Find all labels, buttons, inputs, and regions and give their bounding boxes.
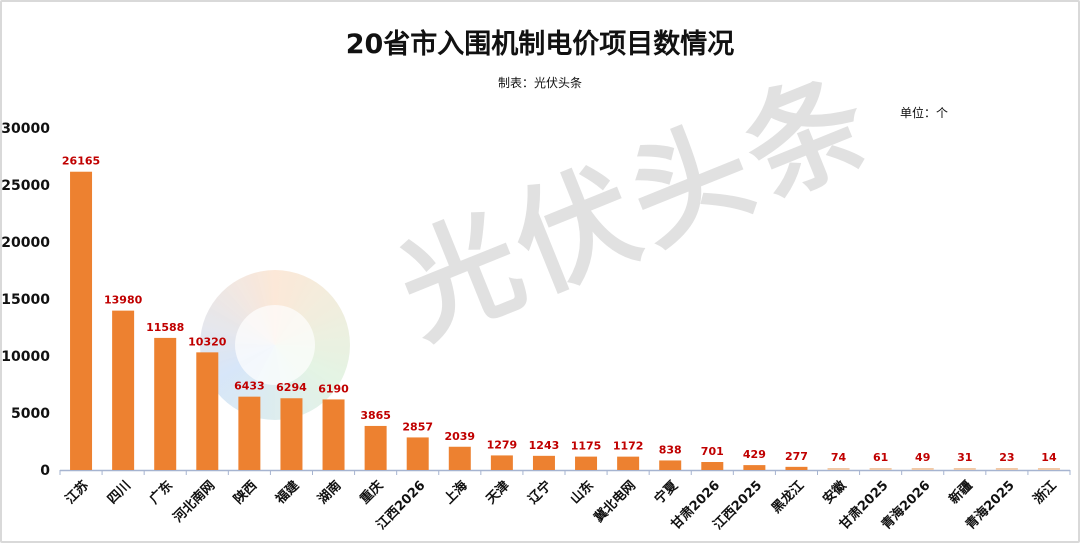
bar bbox=[743, 465, 766, 470]
bar bbox=[70, 171, 93, 470]
y-tick-label: 25000 bbox=[1, 178, 50, 194]
bar bbox=[995, 468, 1018, 470]
data-label: 1172 bbox=[613, 440, 644, 453]
y-tick-label: 5000 bbox=[11, 406, 50, 422]
x-tick-label: 上海 bbox=[441, 478, 471, 508]
data-label: 14 bbox=[1041, 451, 1057, 464]
y-tick-label: 0 bbox=[40, 463, 50, 479]
bar bbox=[196, 352, 219, 470]
x-tick-label: 冀北电网 bbox=[591, 478, 639, 526]
data-label: 74 bbox=[831, 451, 847, 464]
x-tick-label: 四川 bbox=[105, 478, 134, 507]
bar bbox=[532, 455, 555, 470]
x-tick-label: 宁夏 bbox=[651, 477, 681, 507]
data-label: 6190 bbox=[318, 382, 349, 395]
data-label: 6294 bbox=[276, 381, 307, 394]
x-tick-label: 江苏 bbox=[62, 478, 92, 508]
y-tick-label: 30000 bbox=[1, 121, 50, 137]
y-tick-label: 20000 bbox=[1, 235, 50, 251]
chart-subtitle: 制表：光伏头条 bbox=[497, 76, 582, 90]
bar bbox=[659, 460, 682, 470]
chart-title: 20省市入围机制电价项目数情况 bbox=[345, 29, 735, 60]
data-label: 3865 bbox=[360, 409, 391, 422]
bar bbox=[827, 468, 850, 470]
bar bbox=[154, 337, 177, 470]
bar bbox=[869, 468, 892, 470]
data-label: 61 bbox=[873, 451, 888, 464]
data-label: 11588 bbox=[146, 321, 184, 334]
data-label: 13980 bbox=[104, 294, 143, 307]
data-label: 23 bbox=[999, 451, 1014, 464]
data-label: 2857 bbox=[402, 420, 433, 433]
x-tick-label: 湖南 bbox=[315, 478, 345, 508]
data-label: 26165 bbox=[62, 155, 100, 168]
bar bbox=[238, 396, 261, 470]
data-label: 10320 bbox=[188, 335, 227, 348]
bar bbox=[1037, 468, 1060, 470]
data-label: 701 bbox=[701, 445, 724, 458]
bar bbox=[953, 468, 976, 470]
x-tick-label: 辽宁 bbox=[525, 478, 555, 508]
x-tick-label: 新疆 bbox=[946, 478, 976, 508]
data-label: 1175 bbox=[571, 440, 602, 453]
bar bbox=[364, 425, 387, 470]
bar bbox=[575, 456, 598, 470]
bar bbox=[617, 456, 640, 470]
bar bbox=[280, 398, 303, 470]
bar bbox=[785, 466, 808, 470]
y-tick-label: 10000 bbox=[1, 349, 50, 365]
data-label: 49 bbox=[915, 451, 930, 464]
data-label: 2039 bbox=[444, 430, 475, 443]
bar bbox=[322, 399, 345, 470]
x-tick-label: 陕西 bbox=[230, 478, 260, 508]
unit-label: 单位：个 bbox=[900, 106, 949, 120]
data-label: 429 bbox=[743, 448, 766, 461]
x-tick-label: 河北南网 bbox=[170, 478, 218, 526]
x-tick-label: 浙江 bbox=[1030, 478, 1060, 508]
bar bbox=[112, 310, 135, 470]
x-tick-label: 天津 bbox=[483, 478, 513, 508]
x-tick-label: 重庆 bbox=[357, 478, 387, 508]
bar bbox=[490, 455, 513, 470]
data-label: 838 bbox=[659, 443, 682, 456]
data-label: 277 bbox=[785, 450, 808, 463]
data-label: 6433 bbox=[234, 380, 265, 393]
x-tick-label: 广东 bbox=[146, 478, 176, 508]
x-tick-label: 安徽 bbox=[820, 477, 850, 507]
bar bbox=[911, 468, 934, 470]
data-label: 1243 bbox=[529, 439, 560, 452]
data-label: 1279 bbox=[487, 438, 518, 451]
bar bbox=[448, 446, 471, 470]
bar bbox=[406, 437, 429, 470]
x-tick-label: 黑龙江 bbox=[768, 478, 807, 517]
watermark-logo bbox=[200, 270, 350, 420]
x-tick-label: 福建 bbox=[272, 478, 302, 508]
x-tick-label: 山东 bbox=[567, 478, 597, 508]
y-tick-label: 15000 bbox=[1, 292, 50, 308]
bar bbox=[701, 462, 724, 470]
data-label: 31 bbox=[957, 451, 972, 464]
